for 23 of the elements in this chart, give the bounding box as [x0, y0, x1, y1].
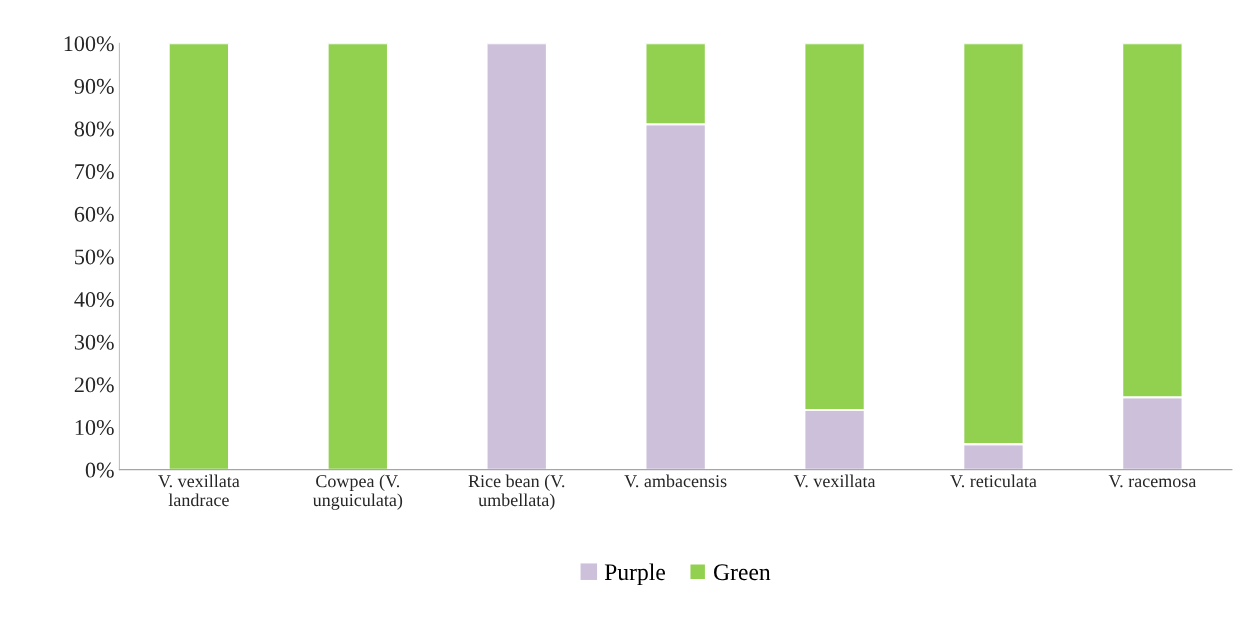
bar — [326, 43, 390, 470]
y-tick-label: 70% — [75, 164, 114, 180]
y-tick-label: 50% — [75, 249, 114, 265]
bar — [485, 43, 548, 470]
y-tick-label: 20% — [74, 377, 114, 393]
y-tick-label: 10% — [75, 419, 114, 436]
y-tick-label: 0% — [85, 462, 114, 478]
x-tick-label: V. racemosa — [1108, 475, 1197, 488]
x-tick-label: Rice bean (V. umbellata) — [468, 474, 565, 510]
x-tick-label: V. ambacensis — [624, 474, 727, 488]
legend-label: Green — [714, 564, 771, 581]
y-tick-label: 40% — [74, 292, 114, 308]
y-tick-label: 100% — [64, 36, 114, 52]
y-tick-label: 90% — [74, 78, 114, 94]
x-tick-label: V. vexillata landrace — [158, 474, 240, 507]
legend-label: Purple — [604, 563, 665, 585]
y-tick-label: 30% — [74, 334, 114, 350]
x-tick-label: V. vexillata — [793, 474, 876, 488]
y-tick-label: 80% — [74, 121, 114, 137]
x-tick-label: Cowpea (V. unguiculata) — [312, 474, 403, 510]
bar — [167, 43, 231, 470]
x-tick-label: V. reticulata — [950, 474, 1037, 488]
y-tick-label: 60% — [74, 206, 114, 222]
